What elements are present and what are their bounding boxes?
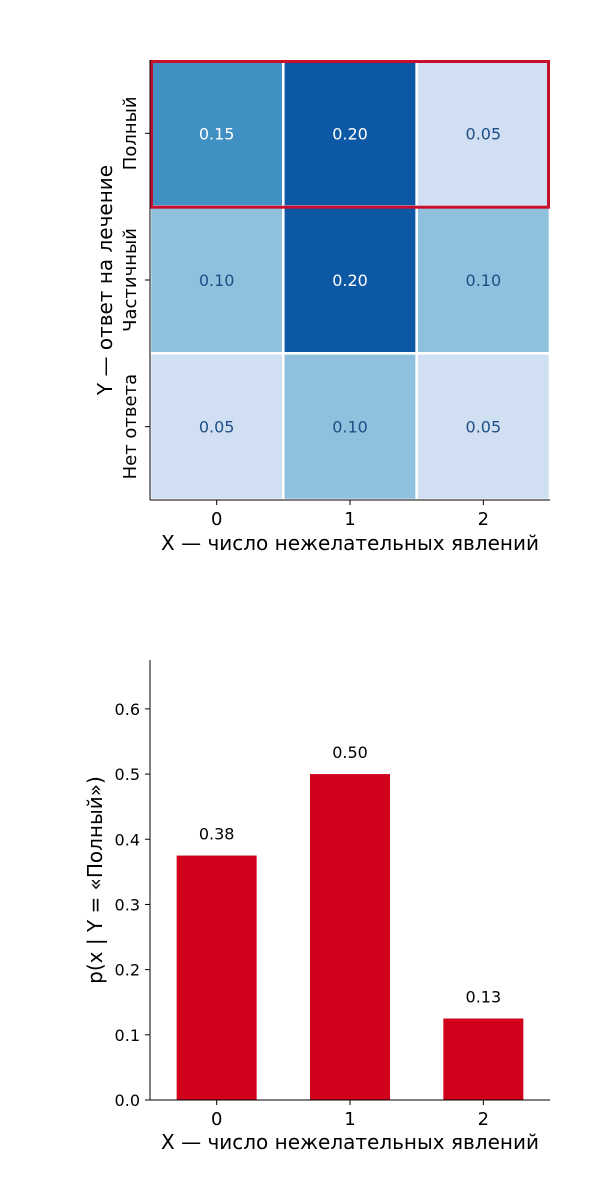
heatmap-cell <box>415 58 552 208</box>
bar-x-tick-label: 1 <box>344 1109 355 1130</box>
heatmap-x-tick-label: 1 <box>344 509 355 530</box>
bar-series <box>176 774 524 1100</box>
heatmap-y-tick-label: Полный <box>120 96 141 170</box>
bar-x-axis-label: X — число нежелательных явлений <box>161 1130 539 1154</box>
bar-y-tick-label: 0.1 <box>115 1026 140 1045</box>
heatmap-cells <box>148 58 552 502</box>
bar <box>310 774 390 1100</box>
heatmap-cell-label: 0.05 <box>466 124 502 143</box>
heatmap-cell <box>282 58 418 208</box>
heatmap-axes: 0 1 2 Полный Частичный Нет ответа <box>120 60 550 530</box>
bar-x-tick-label: 0 <box>211 1109 222 1130</box>
bar-chart: 0.38 0.50 0.13 0 1 2 0.0 0.1 0.2 0.3 0.4 0.5 0.6 X … <box>83 660 550 1154</box>
bar-y-tick-label: 0.5 <box>115 765 140 784</box>
heatmap-cell-label: 0.15 <box>199 124 235 143</box>
heatmap-cell-label: 0.10 <box>466 271 502 290</box>
highlight-row-frame <box>150 60 550 209</box>
bar-y-tick-label: 0.4 <box>115 830 140 849</box>
heatmap-cell <box>148 58 285 208</box>
heatmap-cell-label: 0.05 <box>466 418 502 437</box>
bar-value-label: 0.38 <box>199 825 235 844</box>
bar-axes: 0 1 2 0.0 0.1 0.2 0.3 0.4 0.5 0.6 <box>115 660 550 1130</box>
bar-value-labels: 0.38 0.50 0.13 <box>199 743 501 1006</box>
heatmap-cell-label: 0.10 <box>199 271 235 290</box>
heatmap-y-tick-label: Частичный <box>120 228 141 332</box>
heatmap-cell <box>415 205 552 355</box>
heatmap-cell-label: 0.10 <box>332 418 368 437</box>
bar-value-label: 0.13 <box>466 988 502 1007</box>
bar-y-tick-label: 0.0 <box>115 1091 140 1110</box>
heatmap-cell-label: 0.20 <box>332 124 368 143</box>
bar-value-label: 0.50 <box>332 743 368 762</box>
heatmap-cell <box>282 352 418 502</box>
bar-y-tick-label: 0.3 <box>115 895 140 914</box>
heatmap-cell-label: 0.20 <box>332 271 368 290</box>
heatmap-chart: 0.15 0.20 0.05 0.10 0.20 0.10 0.05 0.10 0.05 0 1 2… <box>93 58 552 555</box>
bar <box>176 855 257 1100</box>
heatmap-y-tick-label: Нет ответа <box>120 374 141 480</box>
bar-x-tick-label: 2 <box>478 1109 489 1130</box>
heatmap-x-tick-label: 2 <box>478 509 489 530</box>
heatmap-y-axis-label: Y — ответ на лечение <box>93 165 117 396</box>
heatmap-cell-labels: 0.15 0.20 0.05 0.10 0.20 0.10 0.05 0.10 0.05 <box>199 124 501 436</box>
highlight-frame <box>150 60 550 209</box>
heatmap-cell-label: 0.05 <box>199 418 235 437</box>
heatmap-x-axis-label: X — число нежелательных явлений <box>161 531 539 555</box>
bar <box>443 1018 524 1100</box>
bar-y-tick-label: 0.2 <box>115 961 140 980</box>
heatmap-x-tick-label: 0 <box>211 509 222 530</box>
bar-y-axis-label: p(x | Y = «Полный») <box>83 776 107 984</box>
bar-y-tick-label: 0.6 <box>115 700 140 719</box>
